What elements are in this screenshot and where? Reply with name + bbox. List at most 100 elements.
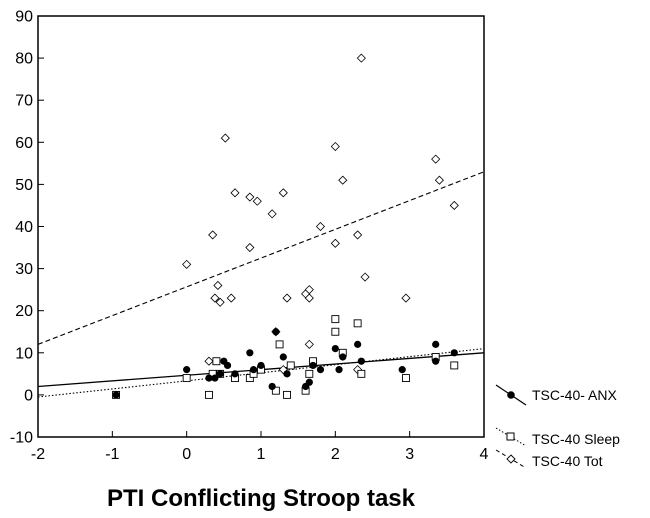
legend: TSC-40- ANX TSC-40 Sleep TSC-40 Tot: [495, 384, 620, 469]
data-point-anx: [450, 349, 458, 357]
x-axis-label: PTI Conflicting Stroop task: [107, 485, 416, 512]
data-point-sleep: [212, 357, 221, 366]
x-tick-label: 2: [331, 446, 340, 463]
data-point-tot: [208, 230, 218, 240]
y-tick-label: 80: [15, 51, 33, 68]
data-point-anx: [305, 378, 313, 386]
x-tick-label: 4: [480, 446, 489, 463]
data-point-anx: [216, 370, 224, 378]
y-tick-label: 40: [15, 219, 33, 236]
data-point-anx: [357, 357, 365, 365]
data-point-sleep: [283, 390, 291, 399]
x-tick-label: -2: [31, 446, 45, 463]
data-point-tot: [338, 175, 348, 185]
data-point-tot: [267, 209, 277, 219]
legend-sleep-line: [495, 427, 527, 447]
data-point-anx: [316, 366, 325, 374]
data-point-sleep: [205, 390, 213, 399]
data-point-anx: [432, 357, 440, 365]
data-point-anx: [246, 349, 254, 357]
data-point-tot: [226, 293, 236, 303]
data-point-tot: [356, 53, 366, 63]
data-point-anx: [257, 361, 265, 370]
legend-sleep-marker: [506, 432, 515, 441]
data-point-tot: [282, 293, 292, 303]
data-point-sleep: [331, 327, 340, 336]
data-point-tot: [330, 238, 340, 248]
data-point-tot: [315, 221, 326, 232]
legend-anx-label: TSC-40- ANX: [532, 387, 617, 403]
data-point-sleep: [182, 374, 191, 383]
y-tick-label: 0: [24, 387, 33, 404]
fit-line-series-2: [37, 171, 485, 345]
data-point-anx: [183, 366, 191, 374]
data-point-anx: [223, 361, 232, 370]
legend-tot-marker: [506, 454, 516, 464]
data-point-tot: [353, 230, 363, 240]
data-point-anx: [211, 374, 219, 382]
data-point-anx: [283, 370, 291, 378]
data-point-tot: [245, 192, 255, 202]
data-point-sleep: [275, 340, 284, 349]
data-point-tot: [304, 293, 314, 303]
data-point-tot: [304, 339, 314, 349]
data-point-sleep: [286, 361, 295, 370]
data-point-tot: [401, 293, 411, 303]
legend-anx-marker: [507, 391, 515, 399]
data-point-anx: [432, 340, 440, 348]
data-point-anx: [112, 391, 120, 399]
data-point-sleep: [353, 319, 362, 328]
y-tick-label: 70: [15, 93, 33, 110]
y-tick-label: 20: [15, 303, 33, 320]
data-point-tot: [360, 272, 370, 282]
data-point-tot: [434, 175, 444, 185]
y-tick-label: 30: [15, 261, 33, 278]
data-point-anx: [335, 366, 343, 374]
data-point-anx: [398, 366, 406, 374]
data-point-tot: [220, 133, 230, 143]
data-point-anx: [331, 344, 339, 353]
data-point-sleep: [402, 374, 410, 383]
data-point-tot: [449, 200, 459, 211]
data-point-tot: [252, 196, 262, 206]
data-point-sleep: [305, 369, 314, 378]
data-point-sleep: [331, 315, 340, 324]
data-point-tot: [182, 259, 192, 269]
legend-tot-label: TSC-40 Tot: [532, 453, 603, 469]
data-point-sleep: [357, 369, 366, 378]
data-point-anx: [268, 382, 276, 391]
x-tick-label: 1: [257, 446, 266, 463]
data-point-anx: [309, 361, 317, 370]
data-point-anx: [249, 366, 258, 374]
y-tick-label: -10: [10, 430, 33, 447]
legend-sleep-label: TSC-40 Sleep: [532, 431, 620, 447]
x-tick-label: 0: [182, 446, 191, 463]
data-point-tot: [204, 356, 214, 366]
data-point-tot: [230, 188, 240, 198]
data-point-layer: [112, 53, 459, 399]
data-point-sleep: [271, 386, 280, 395]
data-point-tot: [278, 188, 288, 198]
data-point-sleep: [450, 361, 459, 370]
data-point-anx: [339, 353, 347, 361]
y-tick-label: 50: [15, 177, 33, 194]
data-point-tot: [210, 293, 220, 303]
data-point-anx: [231, 370, 239, 378]
data-point-anx: [279, 353, 287, 361]
x-tick-label: -1: [105, 446, 119, 463]
data-point-anx: [354, 340, 362, 348]
x-tick-label: 3: [405, 446, 414, 463]
plot-frame: [37, 15, 485, 438]
data-point-tot: [431, 154, 441, 164]
y-tick-label: 10: [15, 345, 33, 362]
data-point-tot: [330, 141, 340, 152]
data-point-tot: [213, 280, 223, 291]
y-tick-label: 60: [15, 135, 33, 152]
y-tick-label: 90: [15, 9, 33, 26]
data-point-tot: [215, 297, 225, 307]
data-point-anx: [205, 374, 213, 382]
data-point-anx: [272, 328, 280, 336]
data-point-tot: [245, 242, 255, 253]
